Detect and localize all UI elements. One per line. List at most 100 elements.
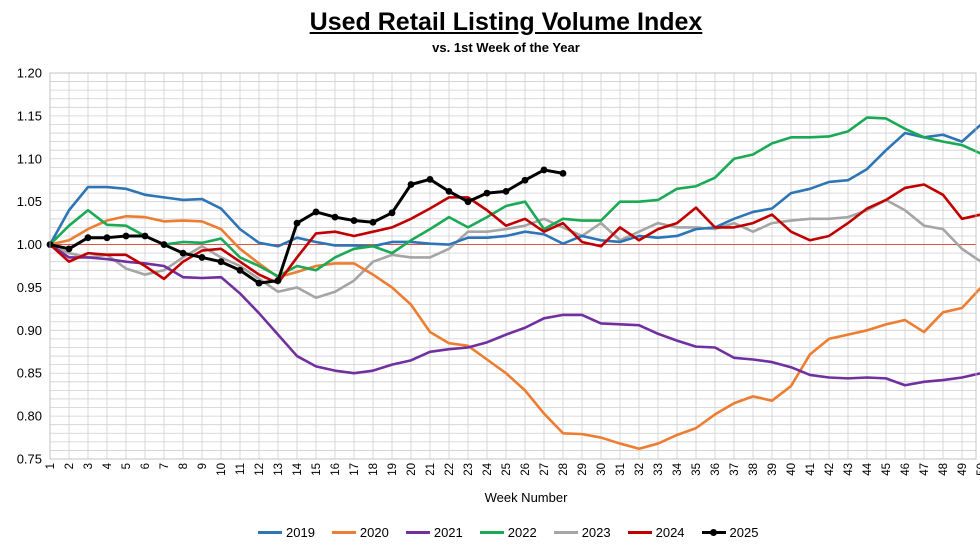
data-point-2025 [255, 279, 263, 287]
legend-label: 2021 [433, 525, 463, 540]
x-tick-label: 20 [406, 463, 418, 476]
x-tick-label: 28 [558, 463, 570, 476]
series-2021 [48, 243, 980, 387]
legend-swatch [258, 531, 282, 534]
legend-swatch [479, 531, 504, 534]
legend-label: 2024 [655, 525, 685, 540]
data-point-2025 [160, 241, 168, 248]
legend-item-2024: 2024 [627, 525, 685, 540]
data-point-2025 [388, 209, 396, 217]
data-point-2025 [217, 258, 225, 266]
y-tick-label: 0.75 [17, 452, 42, 467]
x-tick-label: 49 [957, 463, 969, 476]
x-tick-label: 39 [767, 463, 779, 476]
data-point-2025 [369, 218, 377, 226]
chart-subtitle: vs. 1st Week of the Year [432, 40, 580, 55]
chart-title: Used Retail Listing Volume Index [309, 8, 703, 36]
x-tick-label: 48 [938, 463, 950, 476]
x-tick-label: 19 [387, 463, 399, 476]
x-tick-label: 11 [235, 463, 247, 475]
x-tick-label: 2 [64, 463, 76, 469]
legend-swatch [627, 531, 652, 534]
data-point-2025 [179, 249, 187, 257]
x-tick-label: 43 [843, 463, 855, 476]
series-line-2022 [48, 116, 980, 278]
x-tick-label: 8 [178, 463, 190, 469]
x-tick-label: 12 [254, 463, 266, 476]
y-axis-tick-labels: 0.75 0.80 0.85 0.90 0.95 1.00 1.05 1.10 1.15 1.20 [17, 66, 42, 467]
x-tick-label: 7 [159, 463, 171, 469]
data-point-2025 [236, 266, 244, 274]
x-tick-label: 18 [368, 463, 380, 476]
plot-area-frame [49, 72, 977, 460]
x-tick-label: 42 [824, 463, 836, 476]
legend-item-2020: 2020 [331, 525, 389, 540]
data-point-2025 [274, 277, 282, 284]
x-tick-label: 33 [653, 463, 665, 476]
x-tick-label: 50 [976, 463, 980, 476]
series-2025 [46, 166, 567, 287]
x-tick-label: 38 [748, 463, 760, 476]
series-line-2025 [48, 168, 565, 285]
legend-label: 2020 [359, 525, 389, 540]
x-tick-label: 47 [919, 463, 931, 476]
x-tick-label: 32 [634, 463, 646, 476]
legend-label: 2025 [729, 525, 759, 540]
x-tick-label: 30 [596, 463, 608, 476]
legend: 2019 2020 2021 2022 2023 2024 2025 [258, 525, 758, 540]
data-point-2025 [559, 169, 567, 177]
series-line-2021 [48, 243, 980, 387]
legend-swatch [331, 531, 356, 534]
x-tick-label: 17 [349, 463, 361, 476]
data-point-2025 [198, 254, 206, 261]
legend-item-2025: 2025 [701, 525, 759, 540]
legend-item-2019: 2019 [258, 525, 315, 540]
data-point-2025 [426, 175, 434, 183]
x-tick-label: 6 [140, 463, 152, 469]
series-line-2023 [48, 198, 980, 300]
legend-swatch [701, 528, 726, 536]
x-tick-label: 34 [672, 462, 684, 475]
x-tick-label: 5 [121, 463, 133, 469]
x-tick-label: 9 [197, 463, 209, 469]
y-tick-label: 0.90 [17, 323, 42, 338]
series-2023 [48, 198, 980, 300]
x-tick-label: 23 [463, 463, 475, 476]
series-2019 [48, 123, 980, 248]
data-point-2025 [445, 187, 453, 195]
legend-swatch [553, 531, 578, 534]
y-tick-label: 0.80 [17, 409, 42, 424]
x-tick-label: 41 [805, 463, 817, 476]
x-tick-label: 40 [786, 463, 798, 476]
x-tick-label: 1 [45, 463, 57, 469]
y-tick-label: 1.00 [17, 237, 42, 252]
series-layer [46, 116, 980, 451]
x-tick-label: 21 [425, 463, 437, 476]
x-tick-label: 45 [881, 463, 893, 476]
series-2024 [48, 183, 980, 285]
x-tick-label: 35 [691, 463, 703, 476]
y-tick-label: 1.05 [17, 194, 42, 209]
legend-label: 2023 [581, 525, 611, 540]
x-tick-label: 37 [729, 463, 741, 476]
y-tick-label: 1.15 [17, 108, 42, 123]
x-axis-title: Week Number [485, 490, 569, 505]
data-point-2025 [84, 234, 92, 242]
x-tick-label: 10 [216, 463, 228, 476]
series-2020 [48, 214, 980, 451]
series-line-2020 [48, 214, 980, 451]
data-point-2025 [350, 217, 358, 224]
y-tick-label: 0.85 [17, 366, 42, 381]
legend-item-2021: 2021 [405, 525, 463, 540]
gridlines [49, 72, 976, 460]
legend-label: 2022 [507, 525, 537, 540]
series-line-2019 [48, 123, 980, 248]
x-tick-label: 14 [292, 462, 304, 475]
x-tick-label: 26 [520, 463, 532, 476]
data-point-2025 [65, 245, 73, 253]
data-point-2025 [407, 181, 415, 188]
x-tick-label: 22 [444, 463, 456, 476]
x-tick-label: 36 [710, 463, 722, 476]
legend-label: 2019 [286, 525, 315, 540]
